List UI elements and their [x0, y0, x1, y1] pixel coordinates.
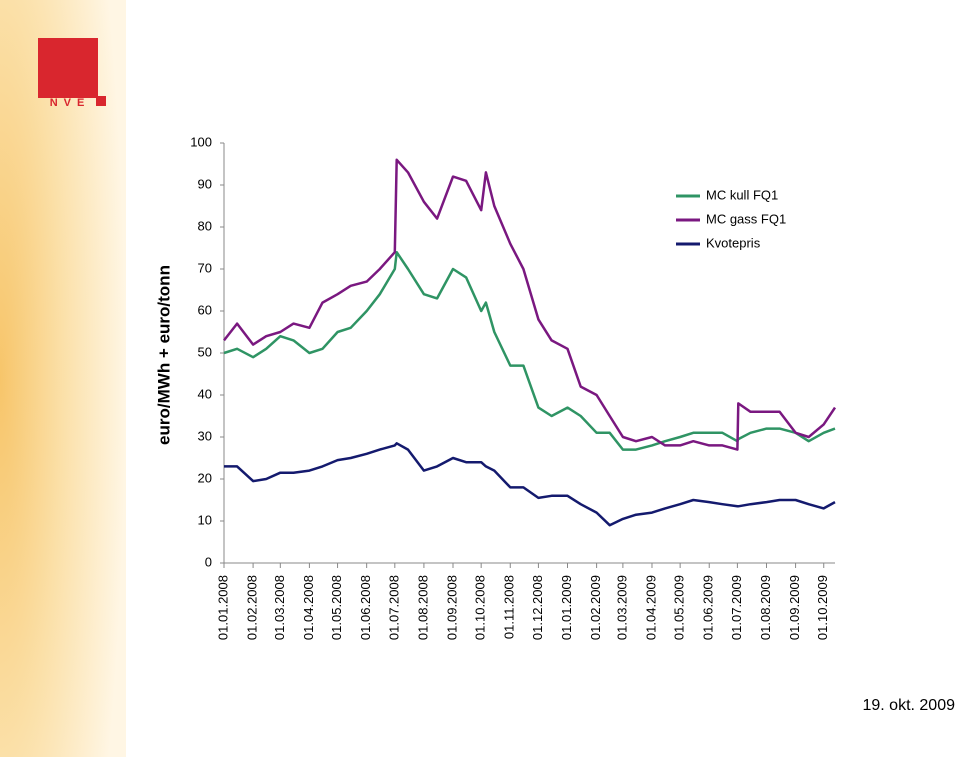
x-tick-label: 01.04.2008 — [301, 575, 316, 640]
y-tick-label: 40 — [198, 386, 212, 401]
logo-corner — [96, 96, 106, 106]
y-tick-label: 80 — [198, 218, 212, 233]
x-tick-label: 01.08.2009 — [758, 575, 773, 640]
x-tick-label: 01.10.2008 — [473, 575, 488, 640]
x-tick-label: 01.09.2008 — [444, 575, 459, 640]
x-tick-label: 01.05.2009 — [672, 575, 687, 640]
y-tick-label: 90 — [198, 176, 212, 191]
data-line — [223, 250, 836, 451]
legend-label: Kvotepris — [706, 235, 761, 250]
background-panel — [0, 0, 126, 757]
data-line — [224, 442, 836, 527]
x-tick-label: 01.03.2009 — [614, 575, 629, 640]
x-tick-label: 01.03.2008 — [272, 575, 287, 640]
y-axis-label: euro/MWh + euro/tonn — [154, 265, 173, 445]
x-tick-label: 01.06.2009 — [701, 575, 716, 640]
x-tick-label: 01.11.2008 — [502, 575, 517, 639]
y-tick-label: 70 — [198, 260, 212, 275]
footer-date: 19. okt. 2009 — [862, 697, 955, 714]
x-tick-label: 01.05.2008 — [329, 575, 344, 640]
x-tick-label: 01.01.2009 — [559, 575, 574, 640]
x-tick-label: 01.10.2009 — [815, 575, 830, 640]
y-tick-label: 10 — [198, 512, 212, 527]
y-tick-label: 20 — [198, 470, 212, 485]
logo-mark — [38, 38, 98, 98]
x-tick-label: 01.07.2009 — [729, 575, 744, 640]
x-tick-label: 01.04.2009 — [643, 575, 658, 640]
x-tick-label: 01.08.2008 — [415, 575, 430, 640]
y-tick-label: 0 — [205, 554, 212, 569]
y-tick-label: 60 — [198, 302, 212, 317]
legend-label: MC gass FQ1 — [706, 211, 786, 226]
y-tick-label: 50 — [198, 344, 212, 359]
legend-label: MC kull FQ1 — [706, 187, 778, 202]
data-line — [223, 158, 837, 451]
logo-text: NVE — [50, 97, 91, 109]
x-tick-label: 01.02.2008 — [245, 575, 260, 640]
x-tick-label: 01.02.2009 — [588, 575, 603, 640]
x-tick-label: 01.12.2008 — [530, 575, 545, 640]
x-tick-label: 01.07.2008 — [386, 575, 401, 640]
y-tick-label: 100 — [190, 134, 212, 149]
y-tick-label: 30 — [198, 428, 212, 443]
x-tick-label: 01.09.2009 — [787, 575, 802, 640]
x-tick-label: 01.06.2008 — [358, 575, 373, 640]
x-tick-label: 01.01.2008 — [215, 575, 230, 640]
